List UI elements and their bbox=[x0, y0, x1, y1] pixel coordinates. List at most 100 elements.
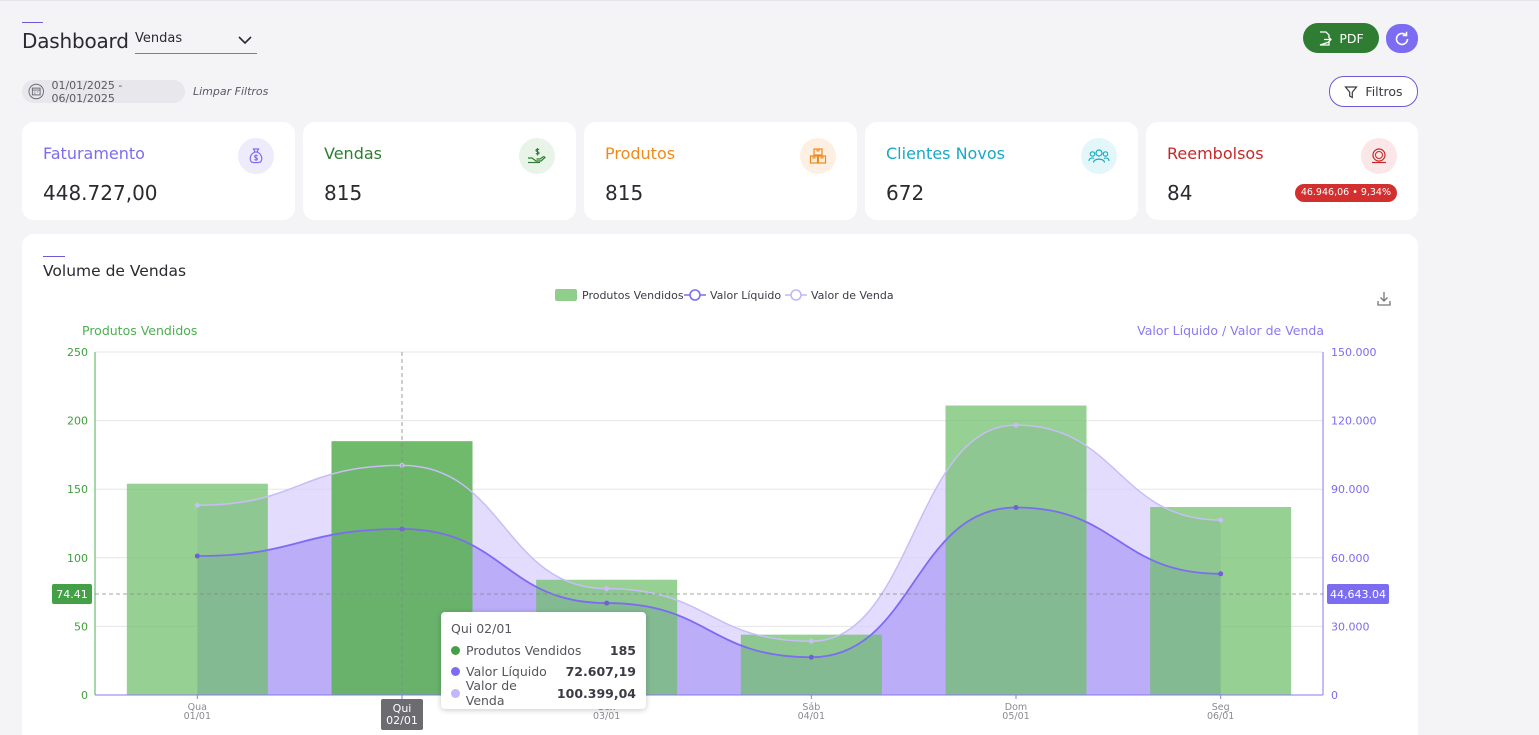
top-border bbox=[0, 0, 1539, 1]
crosshair-left-badge bbox=[52, 584, 92, 604]
y-right-tick-label: 150.000 bbox=[1331, 346, 1377, 359]
x-tick-label: 05/01 bbox=[1002, 711, 1029, 722]
valor-de-venda-point bbox=[1218, 517, 1224, 523]
valor-de-venda-line bbox=[197, 424, 1221, 643]
y-left-tick-label: 100 bbox=[67, 552, 88, 565]
crosshair-left-value: 74.41 bbox=[56, 588, 88, 601]
valor-liquido-point bbox=[808, 654, 814, 660]
chart-tooltip: Qui 02/01 Produtos Vendidos 185 Valor Lí… bbox=[441, 612, 646, 709]
pdf-label: PDF bbox=[1339, 30, 1364, 46]
valor-liquido-line bbox=[197, 506, 1221, 659]
legend-bar-swatch bbox=[555, 289, 577, 301]
refund-badge: 46.946,06 • 9,34% bbox=[1294, 184, 1397, 202]
x-tick-label: 03/01 bbox=[593, 711, 620, 722]
kpi-card-produtos: Produtos 815 bbox=[584, 122, 857, 220]
y-right-tick-label: 60.000 bbox=[1331, 552, 1370, 565]
tooltip-series-name: Valor Líquido bbox=[466, 663, 547, 679]
kpi-label: Clientes Novos bbox=[886, 144, 1005, 163]
refresh-icon bbox=[1395, 31, 1409, 45]
y-left-tick-label: 50 bbox=[74, 620, 88, 633]
pdf-export-button[interactable]: PDF bbox=[1303, 23, 1379, 53]
valor-de-venda-point bbox=[604, 586, 610, 592]
kpi-value: 84 bbox=[1167, 181, 1193, 205]
valor-liquido-point bbox=[1013, 504, 1019, 510]
kpi-card-clientes-novos: Clientes Novos 672 bbox=[865, 122, 1138, 220]
panel-title: Volume de Vendas bbox=[43, 262, 187, 280]
money-bag-icon bbox=[238, 138, 274, 174]
kpi-value: 448.727,00 bbox=[43, 181, 158, 205]
filters-button[interactable]: Filtros bbox=[1329, 76, 1418, 107]
tooltip-dot bbox=[451, 688, 460, 698]
kpi-label: Reembolsos bbox=[1167, 144, 1264, 163]
kpi-label: Produtos bbox=[605, 144, 676, 163]
tooltip-row: Produtos Vendidos 185 bbox=[451, 641, 636, 659]
hand-coin-icon bbox=[519, 138, 555, 174]
y-left-tick-label: 0 bbox=[81, 689, 88, 702]
legend-label: Valor de Venda bbox=[811, 289, 894, 302]
file-export-icon bbox=[1320, 30, 1333, 46]
kpi-value: 815 bbox=[324, 181, 363, 205]
filters-label: Filtros bbox=[1365, 84, 1403, 99]
y-right-tick-label: 90.000 bbox=[1331, 483, 1370, 496]
x-tick-label: Qui bbox=[393, 702, 412, 715]
x-tick-label: 04/01 bbox=[798, 711, 825, 722]
refresh-button[interactable] bbox=[1386, 24, 1418, 53]
valor-liquido-point bbox=[194, 553, 200, 559]
x-tick-label: 02/01 bbox=[386, 714, 418, 727]
title-accent bbox=[22, 22, 43, 23]
clear-filters-link[interactable]: Limpar Filtros bbox=[193, 85, 269, 98]
kpi-card-reembolsos: Reembolsos 84 46.946,06 • 9,34% bbox=[1146, 122, 1418, 220]
download-icon[interactable] bbox=[1377, 292, 1391, 306]
date-range-chip[interactable]: 01/01/2025 - 06/01/2025 bbox=[22, 78, 185, 105]
x-tick-label: Seg bbox=[1212, 702, 1230, 713]
kpi-label: Faturamento bbox=[43, 144, 145, 163]
kpi-label: Vendas bbox=[324, 144, 382, 163]
valor-de-venda-point bbox=[1013, 422, 1019, 428]
legend-line-marker bbox=[790, 289, 802, 301]
y-left-tick-label: 150 bbox=[67, 483, 88, 496]
x-tick-label: 06/01 bbox=[1207, 711, 1234, 722]
tooltip-series-value: 185 bbox=[609, 642, 636, 658]
x-tick-label: Qua bbox=[188, 702, 207, 713]
tooltip-series-value: 100.399,04 bbox=[556, 685, 636, 701]
page-title: Dashboard bbox=[22, 29, 129, 53]
legend-label: Produtos Vendidos bbox=[582, 289, 684, 302]
y-right-tick-label: 0 bbox=[1331, 689, 1338, 702]
users-icon bbox=[1081, 138, 1117, 174]
panel-accent bbox=[43, 256, 65, 257]
x-tick-label: Sáb bbox=[802, 702, 820, 713]
bar-produtos-vendidos bbox=[945, 405, 1087, 695]
tooltip-row: Valor de Venda 100.399,04 bbox=[451, 678, 636, 708]
y-right-axis-title: Valor Líquido / Valor de Venda bbox=[1137, 323, 1324, 338]
select-value: Vendas bbox=[135, 31, 183, 46]
tooltip-row: Valor Líquido 72.607,19 bbox=[451, 662, 636, 680]
tooltip-series-name: Valor de Venda bbox=[465, 678, 517, 708]
tooltip-series-name: Produtos Vendidos bbox=[466, 642, 582, 658]
boxes-icon bbox=[800, 138, 836, 174]
bar-produtos-vendidos bbox=[126, 483, 268, 695]
y-left-tick-label: 250 bbox=[67, 346, 88, 359]
y-left-axis-title: Produtos Vendidos bbox=[82, 323, 197, 338]
tooltip-series-value: 72.607,19 bbox=[565, 663, 636, 679]
tooltip-dot bbox=[451, 666, 460, 676]
date-range-text: 01/01/2025 - 06/01/2025 bbox=[51, 78, 123, 105]
valor-liquido-point bbox=[1218, 571, 1224, 577]
legend-line-marker bbox=[689, 289, 701, 301]
valor-liquido-point bbox=[604, 600, 610, 606]
calendar-icon bbox=[28, 83, 44, 100]
tooltip-title: Qui 02/01 bbox=[451, 621, 513, 636]
legend-label: Valor Líquido bbox=[710, 289, 781, 302]
crosshair-right-badge bbox=[1327, 584, 1389, 604]
chevron-down-icon bbox=[238, 36, 252, 45]
y-right-tick-label: 30.000 bbox=[1331, 620, 1370, 633]
dashboard-type-select[interactable]: Vendas bbox=[135, 30, 257, 54]
kpi-card-vendas: Vendas 815 bbox=[303, 122, 576, 220]
filter-icon bbox=[1344, 85, 1359, 99]
valor-de-venda-point bbox=[194, 502, 200, 508]
kpi-value: 672 bbox=[886, 181, 925, 205]
x-tick-label: Dom bbox=[1005, 702, 1027, 713]
kpi-card-faturamento: Faturamento 448.727,00 bbox=[22, 122, 295, 220]
x-tick-label: 01/01 bbox=[184, 711, 211, 722]
valor-de-venda-point bbox=[808, 638, 814, 644]
